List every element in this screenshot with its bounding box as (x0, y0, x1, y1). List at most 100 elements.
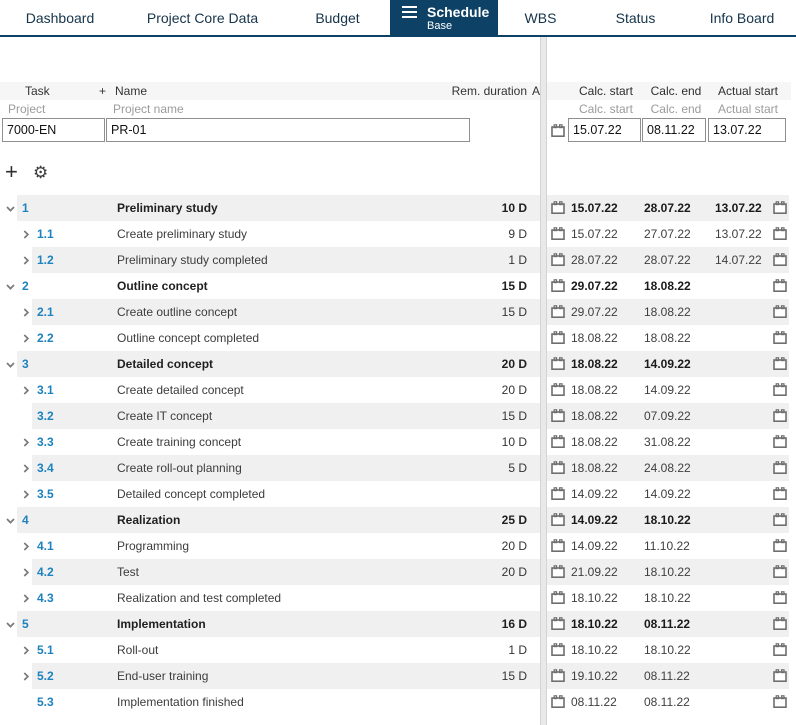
task-name[interactable]: Create roll-out planning (117, 461, 242, 475)
task-name[interactable]: Programming (117, 539, 190, 553)
task-name[interactable]: Create preliminary study (117, 227, 248, 241)
calendar-icon[interactable] (551, 591, 565, 607)
chevron-right-icon[interactable] (21, 463, 31, 477)
chevron-right-icon[interactable] (21, 255, 31, 269)
calendar-icon[interactable] (551, 409, 565, 425)
add-column-icon[interactable]: + (99, 84, 107, 98)
project-calc-start-input[interactable] (568, 118, 641, 142)
column-header-task[interactable]: Task (25, 84, 50, 98)
chevron-down-icon[interactable] (5, 203, 16, 217)
task-name[interactable]: Detailed concept completed (117, 487, 266, 501)
project-id-input[interactable] (2, 118, 105, 142)
task-name[interactable]: Create outline concept (117, 305, 238, 319)
task-number[interactable]: 3.4 (37, 461, 54, 475)
chevron-down-icon[interactable] (5, 359, 16, 373)
calendar-icon[interactable] (773, 617, 787, 633)
project-actual-start-input[interactable] (708, 118, 786, 142)
task-number[interactable]: 3.5 (37, 487, 54, 501)
calendar-icon[interactable] (551, 435, 565, 451)
task-name[interactable]: Roll-out (117, 643, 159, 657)
task-name[interactable]: Implementation finished (117, 695, 244, 709)
calendar-icon[interactable] (551, 253, 565, 269)
calendar-icon[interactable] (551, 279, 565, 295)
close-icon[interactable]: ✕ (503, 4, 515, 19)
project-calc-end-input[interactable] (642, 118, 706, 142)
task-number[interactable]: 2 (22, 279, 29, 293)
task-number[interactable]: 2.1 (37, 305, 54, 319)
calendar-icon[interactable] (551, 539, 565, 555)
calendar-icon[interactable] (773, 695, 787, 711)
tab-wbs[interactable]: WBS (498, 0, 583, 35)
column-header-rem-duration[interactable]: Rem. duration (451, 84, 527, 98)
tab-status[interactable]: Status (583, 0, 688, 35)
task-name[interactable]: Outline concept (117, 279, 208, 293)
calendar-icon[interactable] (773, 643, 787, 659)
chevron-right-icon[interactable] (21, 567, 31, 581)
task-name[interactable]: End-user training (117, 669, 209, 683)
calendar-icon[interactable] (773, 435, 787, 451)
task-number[interactable]: 3.2 (37, 409, 54, 423)
chevron-right-icon[interactable] (21, 437, 31, 451)
column-header-attachment[interactable]: A (532, 84, 541, 98)
calendar-icon[interactable] (551, 617, 565, 633)
chevron-down-icon[interactable] (5, 619, 16, 633)
calendar-icon[interactable] (773, 487, 787, 503)
hamburger-icon[interactable] (402, 5, 417, 19)
calendar-icon[interactable] (773, 409, 787, 425)
chevron-right-icon[interactable] (21, 593, 31, 607)
chevron-right-icon[interactable] (21, 671, 31, 685)
calendar-icon[interactable] (773, 227, 787, 243)
column-header-calc-end[interactable]: Calc. end (650, 84, 702, 98)
calendar-icon[interactable] (551, 201, 565, 217)
task-number[interactable]: 1 (22, 201, 29, 215)
task-number[interactable]: 4.3 (37, 591, 54, 605)
add-task-icon[interactable]: + (5, 159, 18, 184)
task-name[interactable]: Preliminary study completed (117, 253, 268, 267)
tab-dashboard[interactable]: Dashboard (0, 0, 120, 35)
tab-info-board[interactable]: Info Board (688, 0, 796, 35)
chevron-right-icon[interactable] (21, 541, 31, 555)
task-number[interactable]: 3 (22, 357, 29, 371)
calendar-icon[interactable] (551, 227, 565, 243)
calendar-icon[interactable] (551, 461, 565, 477)
calendar-icon[interactable] (551, 643, 565, 659)
chevron-right-icon[interactable] (21, 229, 31, 243)
task-name[interactable]: Create IT concept (117, 409, 213, 423)
task-number[interactable]: 2.2 (37, 331, 54, 345)
task-number[interactable]: 5 (22, 617, 29, 631)
calendar-icon[interactable] (773, 253, 787, 269)
task-number[interactable]: 5.1 (37, 643, 54, 657)
chevron-right-icon[interactable] (21, 645, 31, 659)
calendar-icon[interactable] (551, 513, 565, 529)
tab-project-core-data[interactable]: Project Core Data (120, 0, 285, 35)
chevron-right-icon[interactable] (21, 333, 31, 347)
calendar-icon[interactable] (551, 565, 565, 581)
tab-budget[interactable]: Budget (285, 0, 390, 35)
task-name[interactable]: Preliminary study (117, 201, 218, 215)
project-name-input[interactable] (106, 118, 470, 142)
chevron-down-icon[interactable] (5, 281, 16, 295)
chevron-down-icon[interactable] (5, 515, 16, 529)
chevron-right-icon[interactable] (21, 385, 31, 399)
task-name[interactable]: Create detailed concept (117, 383, 244, 397)
calendar-icon[interactable] (551, 695, 565, 711)
task-number[interactable]: 5.3 (37, 695, 54, 709)
calendar-icon[interactable] (773, 461, 787, 477)
task-name[interactable]: Test (117, 565, 140, 579)
column-header-actual-start[interactable]: Actual start (717, 84, 779, 98)
task-number[interactable]: 5.2 (37, 669, 54, 683)
calendar-icon[interactable] (773, 591, 787, 607)
tab-schedule[interactable]: Schedule ✕ Base (390, 0, 514, 37)
task-number[interactable]: 4.1 (37, 539, 54, 553)
calendar-icon[interactable] (773, 357, 787, 373)
calendar-icon[interactable] (773, 279, 787, 295)
calendar-icon[interactable] (773, 669, 787, 685)
panel-splitter[interactable] (540, 37, 547, 725)
calendar-icon[interactable] (773, 201, 787, 217)
calendar-icon[interactable] (773, 305, 787, 321)
calendar-icon[interactable] (551, 357, 565, 373)
calendar-icon[interactable] (551, 305, 565, 321)
calendar-icon[interactable] (773, 565, 787, 581)
task-number[interactable]: 1.2 (37, 253, 54, 267)
calendar-icon[interactable] (773, 383, 787, 399)
